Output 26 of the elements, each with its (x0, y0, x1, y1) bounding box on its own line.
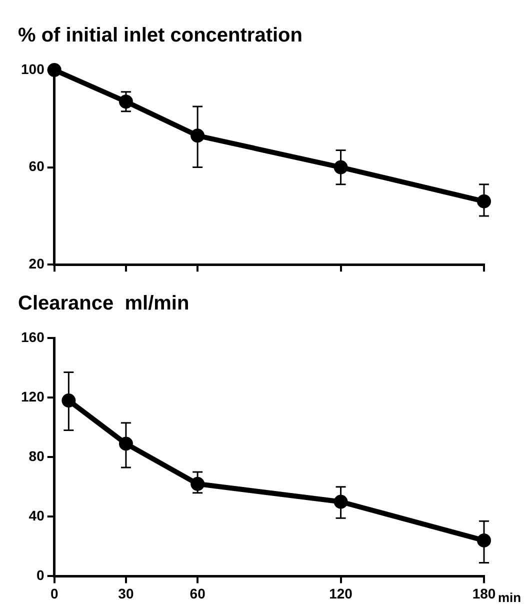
x-tick-label: 120 (329, 585, 353, 602)
point (62, 394, 76, 408)
x-tick-label: 180 (472, 585, 496, 602)
y-tick-label: 80 (28, 448, 45, 464)
y-tick-label: 100 (21, 60, 45, 77)
x-tick-label: 0 (50, 585, 58, 602)
point (118, 94, 133, 109)
chart-title: % of initial inlet concentration (18, 24, 302, 47)
x-axis-title: min (498, 590, 522, 605)
chart-title: Clearance ml/min (18, 292, 190, 315)
point (334, 494, 348, 509)
y-tick-label: 0 (36, 567, 45, 584)
y-tick-label: 60 (28, 158, 45, 174)
y-tick-label: 120 (21, 388, 45, 404)
point (118, 436, 133, 451)
point (477, 194, 491, 208)
x-tick-label: 30 (118, 585, 134, 602)
y-tick-label: 20 (28, 255, 45, 272)
point (190, 128, 205, 143)
point (334, 160, 348, 174)
y-tick-label: 160 (21, 328, 45, 345)
point (477, 533, 491, 548)
y-tick-label: 40 (28, 508, 45, 524)
point (190, 476, 205, 491)
point (47, 63, 62, 77)
x-tick-label: 60 (190, 585, 206, 602)
